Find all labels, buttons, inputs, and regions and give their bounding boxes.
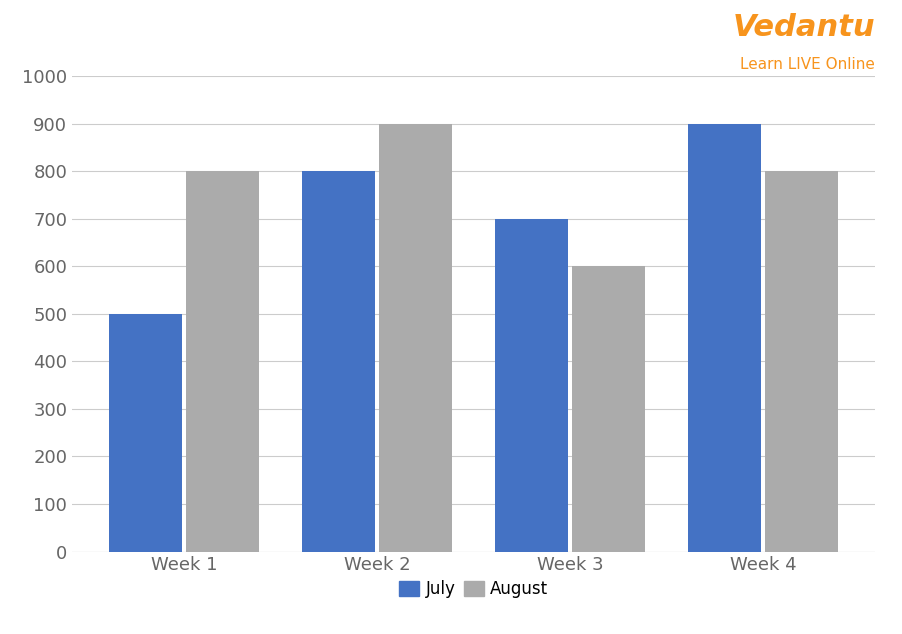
Bar (379, 124, 452, 552)
Text: Vedantu: Vedantu (732, 13, 875, 42)
Bar (765, 171, 839, 552)
Bar (688, 124, 761, 552)
Text: Learn LIVE Online: Learn LIVE Online (740, 57, 875, 72)
Bar (301, 171, 375, 552)
Bar (495, 219, 568, 552)
Bar (108, 314, 182, 552)
Legend: July, August: July, August (392, 574, 555, 605)
Bar (186, 171, 259, 552)
Bar (572, 266, 646, 552)
